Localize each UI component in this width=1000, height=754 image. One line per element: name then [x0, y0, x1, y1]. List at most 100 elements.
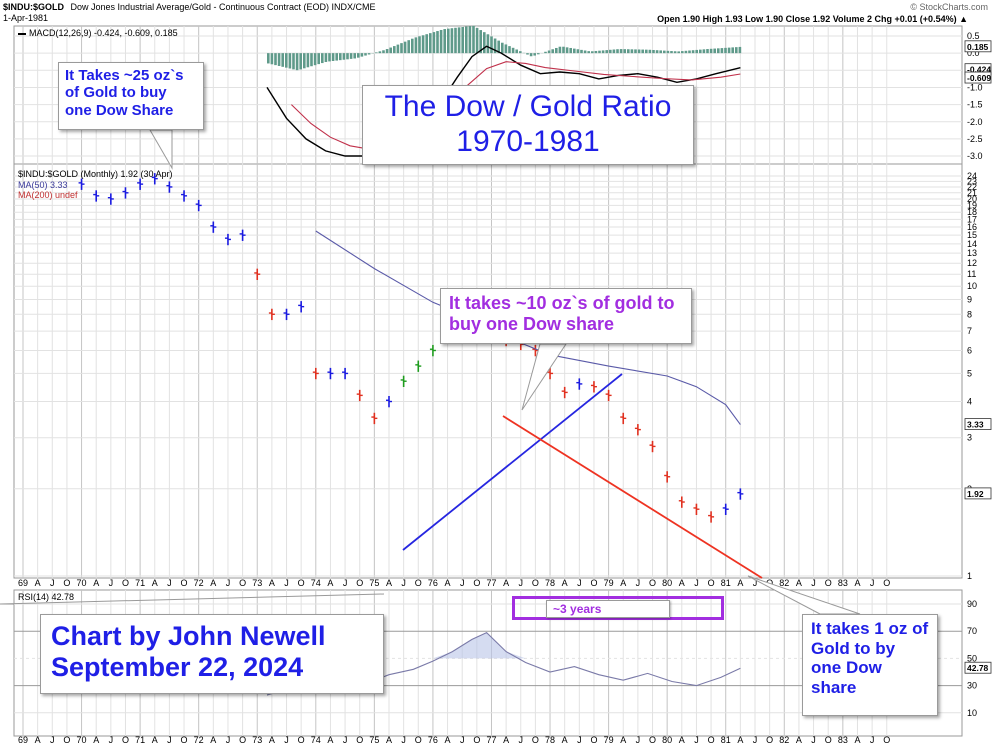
- x-tick-label: J: [811, 735, 816, 745]
- x-tick-label: A: [35, 578, 41, 588]
- x-tick-label: J: [50, 735, 55, 745]
- macd-histogram-bar: [501, 43, 504, 53]
- x-tick-label: A: [93, 735, 99, 745]
- macd-histogram-bar: [389, 48, 392, 54]
- macd-histogram-bar: [335, 53, 338, 60]
- macd-histogram-bar: [368, 53, 371, 54]
- macd-histogram-bar: [505, 44, 508, 53]
- x-tick-label: 78: [545, 735, 555, 745]
- x-tick-label: A: [503, 578, 509, 588]
- macd-histogram-bar: [537, 53, 540, 54]
- macd-histogram-bar: [321, 53, 324, 63]
- macd-histogram-bar: [307, 53, 310, 67]
- macd-histogram-bar: [548, 51, 551, 54]
- x-tick-label: O: [181, 735, 188, 745]
- x-tick-label: A: [854, 578, 860, 588]
- price-tick-label: 13: [967, 248, 977, 258]
- x-tick-label: O: [181, 578, 188, 588]
- macd-histogram-bar: [717, 48, 720, 53]
- macd-histogram-bar: [303, 53, 306, 68]
- macd-histogram-bar: [487, 34, 490, 53]
- macd-histogram-bar: [569, 48, 572, 53]
- macd-histogram-bar: [656, 50, 659, 53]
- x-tick-label: J: [753, 735, 758, 745]
- macd-histogram-bar: [285, 53, 288, 68]
- x-tick-label: O: [649, 578, 656, 588]
- macd-histogram-bar: [620, 49, 623, 53]
- macd-histogram-bar: [292, 53, 295, 69]
- credit-callout: Chart by John Newell September 22, 2024: [40, 614, 384, 694]
- credit-line2: September 22, 2024: [51, 652, 373, 683]
- macd-histogram-bar: [634, 49, 637, 53]
- x-tick-label: A: [269, 578, 275, 588]
- symbol-description: Dow Jones Industrial Average/Gold - Cont…: [71, 2, 376, 12]
- rsi-tick-label: 90: [967, 599, 977, 609]
- macd-histogram-bar: [278, 53, 281, 66]
- macd-histogram-bar: [641, 50, 644, 54]
- price-tick-label: 7: [967, 326, 972, 336]
- macd-histogram-bar: [638, 49, 641, 53]
- x-tick-label: 74: [311, 735, 321, 745]
- macd-histogram-bar: [688, 51, 691, 54]
- x-tick-label: A: [562, 578, 568, 588]
- macd-histogram-bar: [710, 49, 713, 53]
- symbol-label: $INDU:$GOLD: [3, 2, 64, 12]
- rsi-tick-label: 30: [967, 681, 977, 691]
- macd-histogram-bar: [440, 30, 443, 53]
- macd-histogram-bar: [469, 26, 472, 53]
- macd-histogram-bar: [512, 48, 515, 53]
- x-tick-label: A: [796, 578, 802, 588]
- macd-histogram-bar: [357, 53, 360, 58]
- x-tick-label: A: [737, 578, 743, 588]
- macd-histogram-bar: [364, 53, 367, 55]
- title-callout: The Dow / Gold Ratio 1970-1981: [362, 85, 694, 165]
- price-tick-label: 4: [967, 397, 972, 407]
- price-tick-label: 5: [967, 368, 972, 378]
- chart-date: 1-Apr-1981: [3, 13, 48, 23]
- x-tick-label: J: [811, 578, 816, 588]
- macd-histogram-bar: [353, 53, 356, 58]
- x-tick-label: J: [460, 735, 465, 745]
- x-tick-label: 79: [604, 735, 614, 745]
- x-tick-label: 80: [662, 735, 672, 745]
- macd-histogram-bar: [472, 26, 475, 53]
- x-tick-label: O: [239, 735, 246, 745]
- macd-value-badge: 0.185: [967, 42, 989, 52]
- x-tick-label: J: [636, 578, 641, 588]
- macd-histogram-bar: [559, 47, 562, 53]
- x-tick-label: 73: [252, 735, 262, 745]
- x-tick-label: 75: [369, 735, 379, 745]
- x-tick-label: O: [883, 578, 890, 588]
- x-tick-label: 80: [662, 578, 672, 588]
- macd-histogram-bar: [595, 51, 598, 53]
- x-tick-label: 83: [838, 735, 848, 745]
- x-tick-label: J: [870, 735, 875, 745]
- macd-histogram-bar: [393, 46, 396, 53]
- rsi-tick-label: 10: [967, 708, 977, 718]
- macd-histogram-bar: [731, 47, 734, 53]
- x-tick-label: J: [50, 578, 55, 588]
- x-tick-label: 71: [135, 578, 145, 588]
- macd-histogram-bar: [562, 47, 565, 53]
- price-tick-label: 11: [967, 269, 976, 279]
- x-tick-label: A: [269, 735, 275, 745]
- macd-histogram-bar: [519, 51, 522, 53]
- x-tick-label: 73: [252, 578, 262, 588]
- macd-histogram-bar: [404, 42, 407, 53]
- macd-label: MACD(12,26,9) -0.424, -0.609, 0.185: [18, 28, 178, 38]
- quote-line: Open 1.90 High 1.93 Low 1.90 Close 1.92 …: [657, 14, 968, 24]
- macd-value-badge: -0.609: [967, 73, 991, 83]
- macd-histogram-bar: [555, 48, 558, 53]
- x-tick-label: J: [519, 578, 524, 588]
- macd-histogram-bar: [577, 49, 580, 53]
- x-tick-label: J: [167, 735, 172, 745]
- x-tick-label: O: [298, 578, 305, 588]
- x-tick-label: O: [122, 735, 129, 745]
- macd-histogram-bar: [584, 51, 587, 54]
- macd-tick-label: 0.5: [967, 31, 980, 41]
- macd-histogram-bar: [706, 49, 709, 53]
- credit-line1: Chart by John Newell: [51, 621, 373, 652]
- macd-tick-label: -2.0: [967, 117, 983, 127]
- x-tick-label: O: [63, 578, 70, 588]
